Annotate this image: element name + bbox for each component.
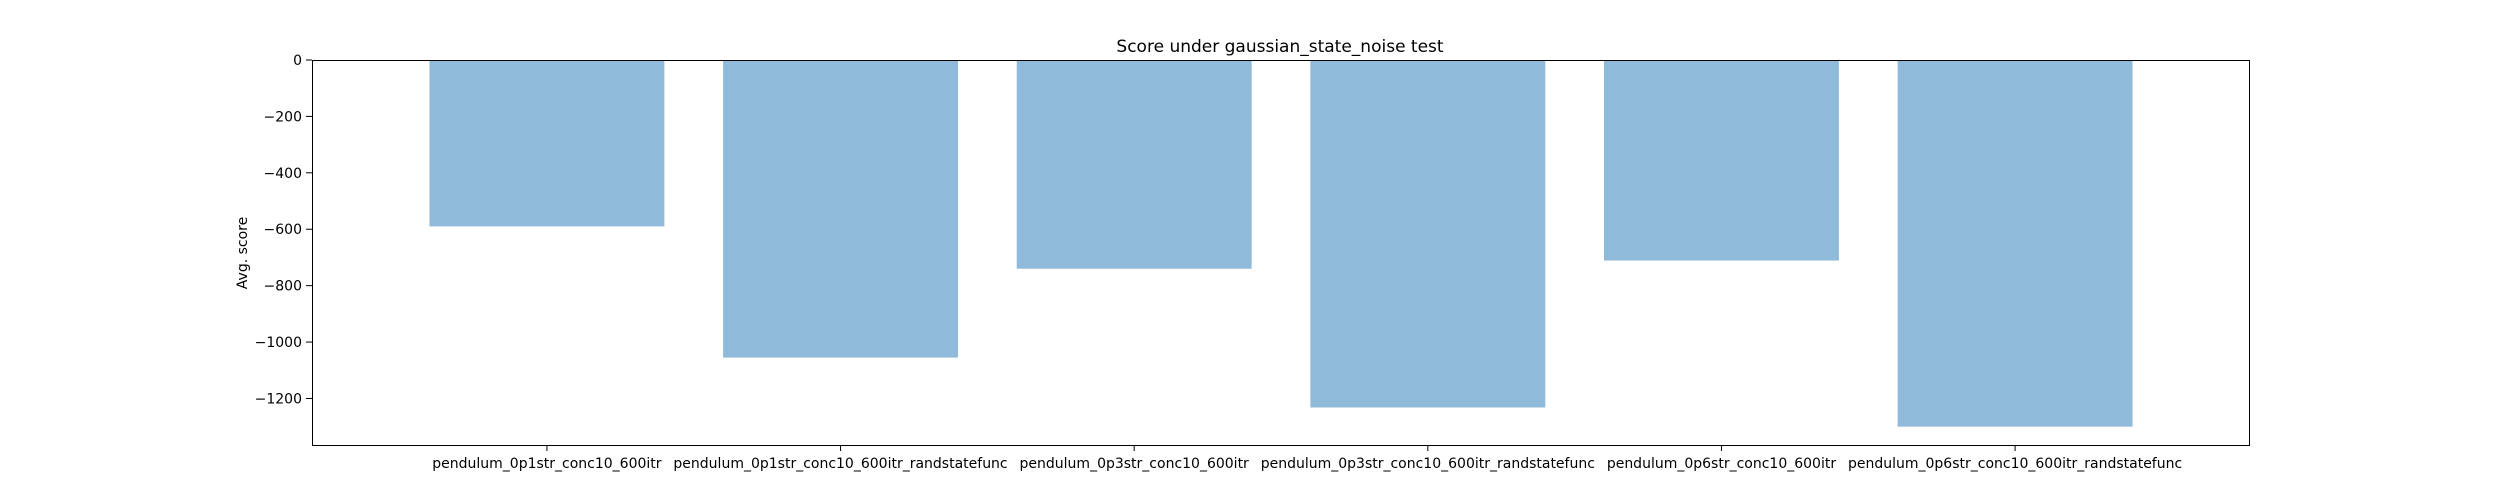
- bar: [1897, 60, 2133, 427]
- x-tick-label: pendulum_0p6str_conc10_600itr_randstatef…: [1848, 456, 2182, 472]
- bar: [1016, 60, 1252, 269]
- x-tick-label: pendulum_0p1str_conc10_600itr: [432, 456, 662, 472]
- y-tick-label: −400: [264, 166, 302, 182]
- bar: [723, 60, 958, 358]
- y-tick-label: −200: [264, 109, 302, 125]
- x-tick-label: pendulum_0p6str_conc10_600itr: [1607, 456, 1837, 472]
- y-tick-label: −1000: [255, 335, 302, 351]
- x-tick-label: pendulum_0p1str_conc10_600itr_randstatef…: [673, 456, 1007, 472]
- y-tick-label: 0: [293, 53, 302, 69]
- x-axis-ticks: pendulum_0p1str_conc10_600itr pendulum_0p…: [432, 445, 2182, 472]
- bar: [429, 60, 665, 227]
- x-tick-label: pendulum_0p3str_conc10_600itr: [1020, 456, 1250, 472]
- bar: [1604, 60, 1839, 261]
- y-tick-label: −1200: [255, 391, 302, 407]
- bar: [1310, 60, 1546, 408]
- y-tick-label: −800: [264, 279, 302, 295]
- y-axis-ticks: 0 −200 −400 −600 −800 −1000 −1200: [255, 53, 312, 407]
- y-axis-label: Avg. score: [235, 217, 251, 289]
- y-tick-label: −600: [264, 222, 302, 238]
- bars-group: [429, 60, 2133, 427]
- x-tick-label: pendulum_0p3str_conc10_600itr_randstatef…: [1261, 456, 1595, 472]
- plot-frame: [312, 60, 2250, 446]
- chart-title: Score under gaussian_state_noise test: [1116, 37, 1443, 57]
